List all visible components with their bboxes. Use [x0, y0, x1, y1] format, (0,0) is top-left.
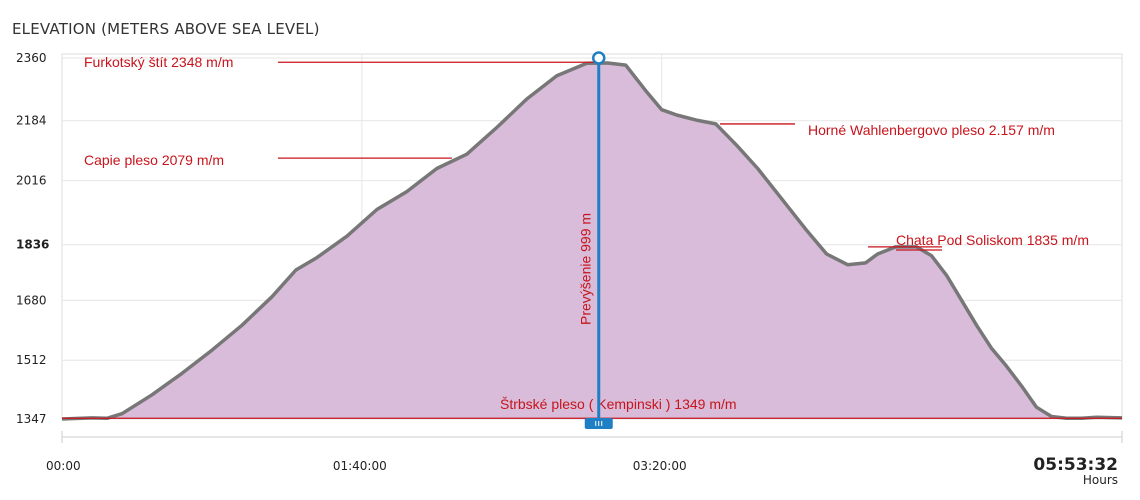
annotation-label: Capie pleso 2079 m/m: [84, 152, 224, 168]
y-axis: 2360 2184 2016 1836 1680 1512 1347: [16, 51, 49, 426]
duration-readout: 05:53:32 Hours: [1033, 455, 1118, 487]
elevation-line: [61, 61, 1123, 421]
y-tick-label: 2016: [16, 174, 47, 188]
y-tick-label: 1836: [16, 238, 49, 252]
marker-peak-dot: [591, 51, 606, 65]
y-tick-label: 2184: [16, 114, 47, 128]
annotation-label: Furkotský štít 2348 m/m: [84, 54, 233, 70]
x-tick-label: 03:20:00: [633, 459, 687, 473]
x-tick-label: 01:40:00: [333, 459, 387, 473]
y-tick-label: 1512: [16, 353, 47, 367]
duration-value: 05:53:32: [1033, 455, 1118, 475]
y-tick-label: 1347: [16, 412, 47, 426]
duration-unit: Hours: [1082, 473, 1118, 487]
marker-label: Prevýšenie 999 m: [578, 213, 594, 325]
x-tick-label: 00:00: [46, 459, 81, 473]
y-tick-label: 2360: [16, 51, 47, 65]
x-axis: 00:00 01:40:00 03:20:00: [46, 459, 687, 473]
annotation-label: Chata Pod Soliskom 1835 m/m: [896, 232, 1089, 248]
vertical-marker-layer: Prevýšenie 999 m: [578, 51, 606, 418]
annotation-layer: Furkotský štít 2348 m/m Horné Wahlenbergo…: [62, 54, 1122, 419]
time-range-slider[interactable]: [61, 418, 1123, 443]
area-layer: [61, 61, 1123, 421]
elevation-area: [62, 63, 1122, 419]
chart-title: ELEVATION (METERS ABOVE SEA LEVEL): [12, 20, 320, 38]
y-tick-label: 1680: [16, 293, 47, 307]
annotation-label: Horné Wahlenbergovo pleso 2.157 m/m: [808, 122, 1055, 138]
annotation-label: Štrbské pleso ( Kempinski ) 1349 m/m: [500, 396, 737, 412]
